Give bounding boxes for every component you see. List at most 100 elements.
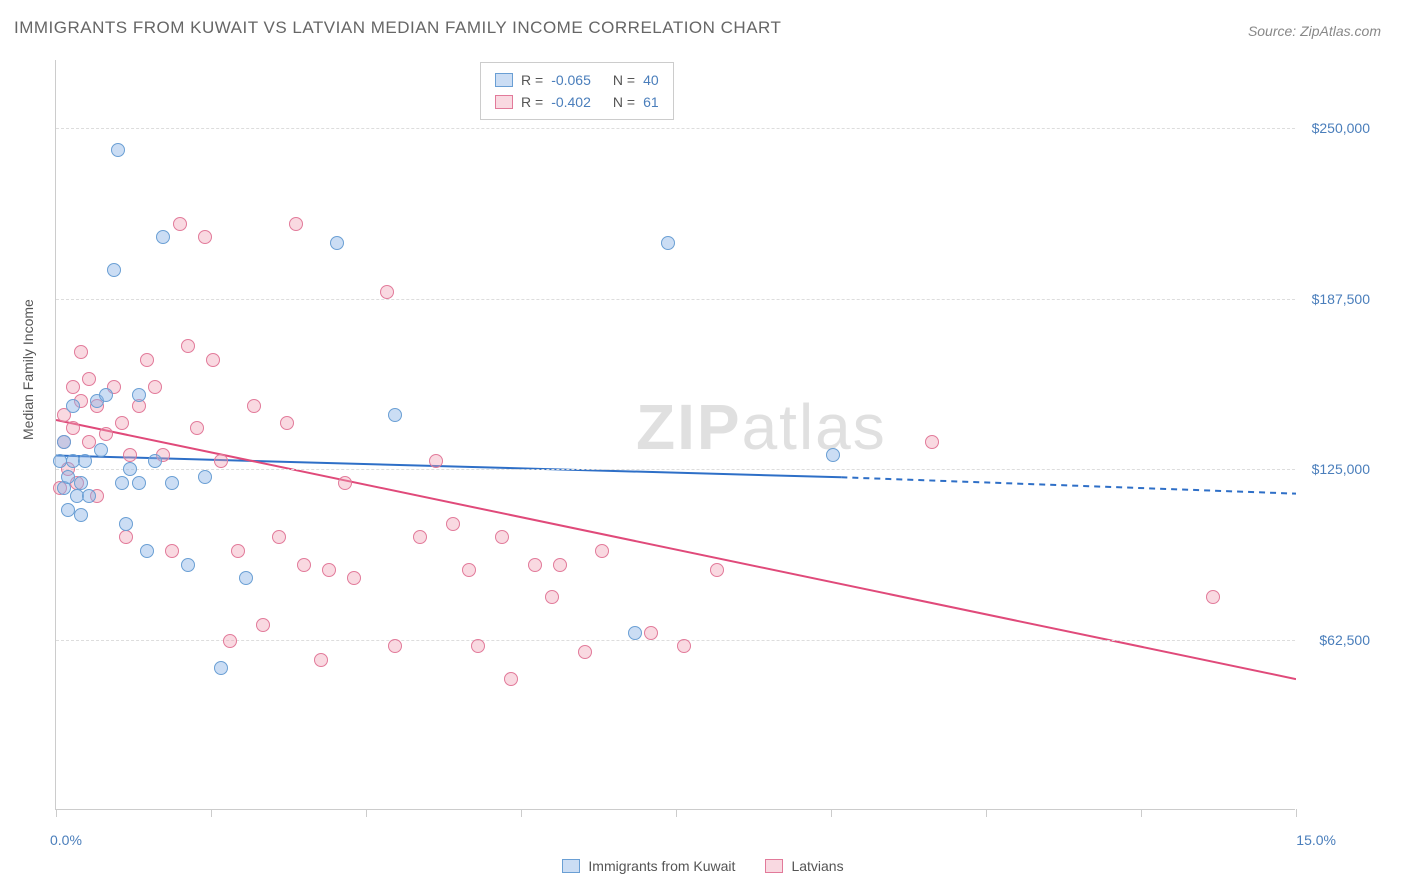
legend-row-pink: R = -0.402 N = 61 — [495, 91, 659, 113]
scatter-point-pink — [165, 544, 179, 558]
scatter-point-pink — [115, 416, 129, 430]
y-axis-title: Median Family Income — [20, 299, 36, 440]
scatter-point-blue — [181, 558, 195, 572]
scatter-point-pink — [322, 563, 336, 577]
scatter-point-pink — [223, 634, 237, 648]
r-value-blue: -0.065 — [551, 72, 591, 88]
series-blue-label: Immigrants from Kuwait — [588, 858, 735, 874]
gridline — [56, 299, 1295, 300]
gridline — [56, 469, 1295, 470]
scatter-point-pink — [429, 454, 443, 468]
scatter-point-pink — [198, 230, 212, 244]
scatter-point-pink — [380, 285, 394, 299]
scatter-point-blue — [239, 571, 253, 585]
n-label: N = — [613, 72, 635, 88]
scatter-point-pink — [677, 639, 691, 653]
scatter-point-pink — [173, 217, 187, 231]
scatter-point-pink — [413, 530, 427, 544]
n-value-pink: 61 — [643, 94, 659, 110]
scatter-point-blue — [66, 399, 80, 413]
scatter-point-blue — [661, 236, 675, 250]
legend-correlation: R = -0.065 N = 40 R = -0.402 N = 61 — [480, 62, 674, 120]
scatter-point-blue — [107, 263, 121, 277]
scatter-point-blue — [82, 489, 96, 503]
n-value-blue: 40 — [643, 72, 659, 88]
legend-item-blue: Immigrants from Kuwait — [562, 858, 735, 874]
scatter-point-blue — [119, 517, 133, 531]
scatter-point-pink — [388, 639, 402, 653]
scatter-point-blue — [115, 476, 129, 490]
scatter-point-pink — [206, 353, 220, 367]
scatter-point-pink — [82, 372, 96, 386]
series-pink-label: Latvians — [791, 858, 843, 874]
x-tick — [366, 809, 367, 817]
scatter-point-blue — [111, 143, 125, 157]
x-axis-min-label: 0.0% — [50, 832, 82, 848]
r-label: R = — [521, 72, 543, 88]
scatter-point-pink — [578, 645, 592, 659]
scatter-point-pink — [471, 639, 485, 653]
plot-area: ZIPatlas $62,500$125,000$187,500$250,000 — [55, 60, 1295, 810]
legend-series: Immigrants from Kuwait Latvians — [0, 858, 1406, 874]
scatter-point-blue — [132, 388, 146, 402]
gridline — [56, 128, 1295, 129]
scatter-point-blue — [198, 470, 212, 484]
scatter-point-blue — [74, 508, 88, 522]
scatter-point-blue — [628, 626, 642, 640]
scatter-point-pink — [710, 563, 724, 577]
scatter-point-blue — [165, 476, 179, 490]
scatter-point-pink — [644, 626, 658, 640]
x-tick — [831, 809, 832, 817]
scatter-point-blue — [214, 661, 228, 675]
x-tick — [986, 809, 987, 817]
scatter-point-pink — [495, 530, 509, 544]
trend-lines — [56, 60, 1296, 810]
swatch-pink — [495, 95, 513, 109]
scatter-point-blue — [99, 388, 113, 402]
scatter-point-blue — [94, 443, 108, 457]
scatter-point-pink — [553, 558, 567, 572]
x-tick — [211, 809, 212, 817]
scatter-point-pink — [297, 558, 311, 572]
scatter-point-pink — [289, 217, 303, 231]
y-tick-label: $62,500 — [1300, 632, 1370, 648]
watermark: ZIPatlas — [636, 390, 887, 464]
scatter-point-pink — [247, 399, 261, 413]
gridline — [56, 640, 1295, 641]
scatter-point-pink — [190, 421, 204, 435]
watermark-bold: ZIP — [636, 391, 742, 463]
scatter-point-blue — [330, 236, 344, 250]
scatter-point-pink — [338, 476, 352, 490]
scatter-point-blue — [388, 408, 402, 422]
legend-item-pink: Latvians — [765, 858, 843, 874]
y-tick-label: $125,000 — [1300, 461, 1370, 477]
x-axis-max-label: 15.0% — [1296, 832, 1336, 848]
y-tick-label: $187,500 — [1300, 291, 1370, 307]
scatter-point-pink — [181, 339, 195, 353]
swatch-blue — [562, 859, 580, 873]
scatter-point-pink — [1206, 590, 1220, 604]
x-tick — [1141, 809, 1142, 817]
scatter-point-blue — [123, 462, 137, 476]
y-tick-label: $250,000 — [1300, 120, 1370, 136]
scatter-point-blue — [78, 454, 92, 468]
scatter-point-pink — [504, 672, 518, 686]
legend-row-blue: R = -0.065 N = 40 — [495, 69, 659, 91]
scatter-point-blue — [148, 454, 162, 468]
scatter-point-pink — [314, 653, 328, 667]
scatter-point-pink — [99, 427, 113, 441]
scatter-point-pink — [545, 590, 559, 604]
scatter-point-pink — [119, 530, 133, 544]
scatter-point-blue — [57, 435, 71, 449]
scatter-point-pink — [462, 563, 476, 577]
scatter-point-pink — [595, 544, 609, 558]
scatter-point-pink — [74, 345, 88, 359]
scatter-point-blue — [74, 476, 88, 490]
scatter-point-pink — [66, 380, 80, 394]
scatter-point-pink — [925, 435, 939, 449]
x-tick — [676, 809, 677, 817]
scatter-point-pink — [123, 448, 137, 462]
scatter-point-pink — [148, 380, 162, 394]
n-label: N = — [613, 94, 635, 110]
r-value-pink: -0.402 — [551, 94, 591, 110]
